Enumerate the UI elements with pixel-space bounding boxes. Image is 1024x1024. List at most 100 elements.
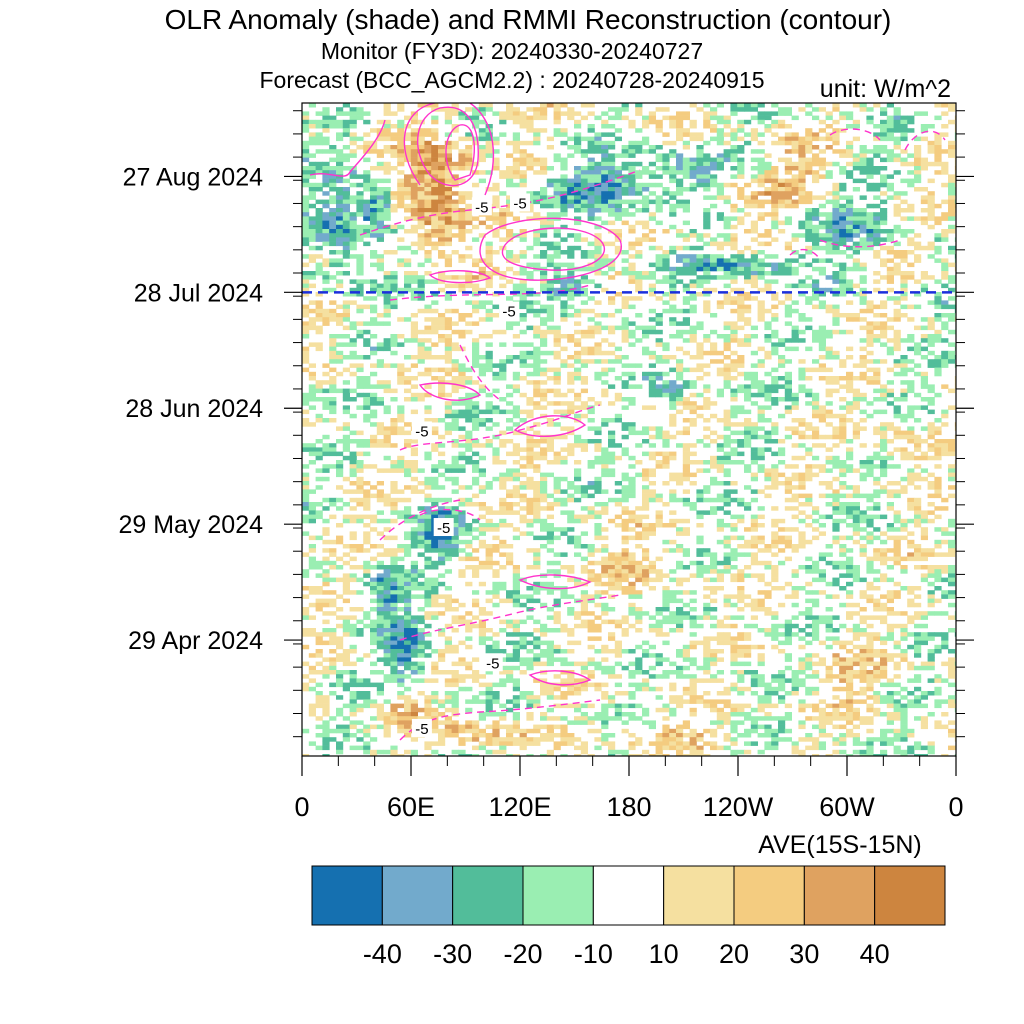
olr-cell — [451, 455, 459, 461]
olr-cell — [764, 468, 772, 473]
olr-cell — [451, 203, 459, 209]
olr-cell — [676, 119, 684, 125]
olr-cell — [594, 359, 602, 364]
olr-cell — [519, 157, 527, 163]
olr-cell — [349, 300, 357, 305]
olr-cell — [567, 136, 575, 142]
olr-cell — [723, 195, 731, 200]
olr-cell — [410, 325, 418, 331]
olr-cell — [764, 153, 772, 158]
olr-cell — [540, 287, 548, 293]
olr-cell — [866, 514, 874, 520]
olr-cell — [893, 119, 901, 125]
olr-cell — [907, 481, 915, 486]
olr-cell — [376, 212, 384, 217]
olr-cell — [370, 195, 378, 200]
olr-cell — [791, 308, 799, 314]
olr-cell — [438, 376, 446, 381]
olr-cell — [873, 132, 881, 137]
olr-cell — [322, 233, 330, 238]
olr-cell — [852, 434, 860, 440]
olr-cell — [696, 283, 704, 289]
olr-cell — [662, 266, 670, 272]
olr-cell — [635, 111, 643, 116]
olr-cell — [798, 107, 806, 112]
olr-cell — [485, 224, 493, 230]
olr-cell — [771, 451, 779, 457]
olr-cell — [730, 103, 738, 108]
olr-cell — [737, 292, 745, 297]
olr-cell — [370, 178, 378, 184]
olr-cell — [444, 292, 452, 297]
olr-cell — [526, 451, 534, 457]
olr-cell — [771, 199, 779, 205]
olr-cell — [730, 271, 738, 276]
olr-cell — [567, 493, 575, 499]
olr-cell — [846, 111, 854, 116]
olr-cell — [941, 413, 949, 419]
olr-cell — [730, 308, 738, 314]
olr-cell — [839, 434, 847, 440]
olr-cell — [927, 409, 935, 415]
olr-cell — [934, 203, 942, 209]
olr-cell — [710, 313, 718, 318]
olr-cell — [499, 283, 507, 289]
olr-cell — [424, 161, 432, 167]
olr-cell — [893, 208, 901, 213]
olr-cell — [716, 258, 724, 263]
olr-cell — [410, 191, 418, 196]
olr-cell — [716, 455, 724, 461]
olr-cell — [444, 132, 452, 137]
olr-cell — [920, 166, 928, 171]
olr-cell — [431, 195, 439, 200]
olr-cell — [934, 250, 942, 255]
olr-cell — [363, 182, 371, 188]
olr-cell — [580, 153, 588, 158]
olr-cell — [880, 434, 888, 440]
olr-cell — [356, 468, 364, 473]
olr-cell — [907, 384, 915, 389]
olr-cell — [710, 401, 718, 406]
olr-cell — [859, 208, 867, 213]
olr-cell — [478, 443, 486, 448]
olr-cell — [444, 170, 452, 175]
olr-cell — [417, 329, 425, 335]
olr-cell — [574, 191, 582, 196]
olr-cell — [696, 153, 704, 158]
olr-cell — [818, 237, 826, 242]
olr-cell — [757, 149, 765, 154]
olr-cell — [540, 157, 548, 163]
olr-cell — [689, 506, 697, 511]
olr-cell — [737, 514, 745, 520]
olr-cell — [771, 506, 779, 511]
olr-cell — [744, 468, 752, 473]
olr-cell — [349, 413, 357, 419]
olr-cell — [451, 216, 459, 221]
olr-cell — [533, 115, 541, 121]
olr-cell — [546, 296, 554, 301]
olr-cell — [941, 283, 949, 289]
olr-cell — [417, 262, 425, 268]
olr-cell — [499, 397, 507, 402]
olr-cell — [458, 153, 466, 158]
olr-cell — [342, 308, 350, 314]
olr-cell — [744, 119, 752, 125]
olr-cell — [642, 476, 650, 482]
olr-cell — [342, 250, 350, 255]
olr-cell — [580, 350, 588, 356]
olr-cell — [336, 191, 344, 196]
olr-cell — [948, 145, 956, 150]
olr-cell — [519, 376, 527, 381]
olr-cell — [315, 216, 323, 221]
olr-cell — [723, 409, 731, 415]
olr-cell — [784, 136, 792, 142]
olr-cell — [682, 476, 690, 482]
olr-cell — [635, 279, 643, 284]
olr-cell — [696, 493, 704, 499]
olr-cell — [859, 355, 867, 360]
olr-cell — [703, 111, 711, 116]
olr-cell — [390, 287, 398, 293]
olr-cell — [512, 485, 520, 490]
olr-cell — [356, 430, 364, 436]
olr-cell — [682, 283, 690, 289]
